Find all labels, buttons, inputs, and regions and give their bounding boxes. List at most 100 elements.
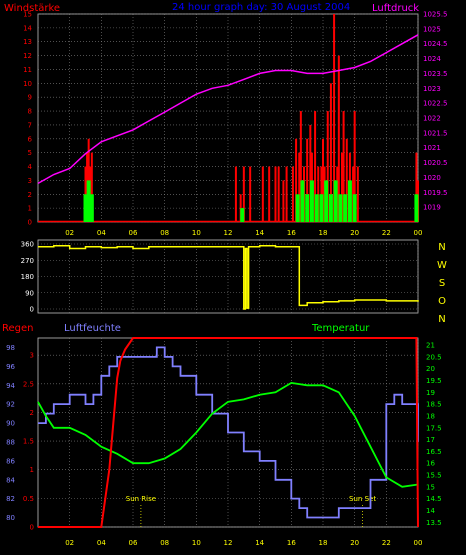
pressure-tick-label: 1019.5	[423, 189, 448, 197]
wind-bar	[329, 83, 332, 222]
compass-label: N	[438, 242, 445, 253]
gust-bar	[314, 194, 319, 222]
wind-bar	[234, 166, 237, 222]
temperature-tick-label: 20.5	[426, 353, 442, 361]
plot-frame	[37, 13, 419, 223]
temperature-axis-title: Temperatur	[311, 323, 370, 334]
humidity-tick-label: 94	[6, 382, 15, 390]
wind-bar	[341, 152, 343, 222]
x-tick-label: 10	[192, 539, 201, 547]
rain-humidity-temperature-plot: 0 0.5 1 1.5 2 2.5 3 80 82 84 86 88 90 92 94 96 98 13.5 14 1…	[6, 337, 442, 547]
temperature-tick-label: 17.5	[426, 424, 442, 432]
temperature-tick-label: 15	[426, 483, 435, 491]
wind-bar	[295, 138, 298, 222]
wind-tick-label: 14	[23, 24, 32, 32]
wind-bar	[277, 166, 280, 222]
temperature-tick-label: 13.5	[426, 519, 442, 527]
wind-bar	[342, 111, 345, 222]
gust-bar	[300, 180, 305, 222]
x-tick-label: 02	[65, 229, 74, 237]
humidity-axis-title: Luftfeuchte	[64, 323, 121, 334]
gust-bar	[89, 194, 94, 222]
pressure-tick-label: 1021	[423, 144, 441, 152]
x-tick-label: 00	[414, 539, 423, 547]
x-tick-label: 22	[382, 229, 391, 237]
wind-bar	[261, 166, 264, 222]
x-tick-label: 06	[129, 229, 138, 237]
wind-tick-label: 3	[28, 177, 32, 185]
wind-tick-label: 7	[28, 121, 32, 129]
x-tick-label: 14	[255, 539, 264, 547]
compass-label: W	[437, 260, 447, 271]
humidity-tick-label: 80	[6, 514, 15, 522]
wind-tick-label: 10	[23, 80, 32, 88]
chart-title: 24 hour graph day: 30 August 2004	[172, 2, 350, 13]
wind-bar	[306, 138, 309, 222]
pressure-tick-label: 1025	[423, 25, 441, 33]
humidity-tick-label: 90	[6, 420, 15, 428]
x-tick-label: 20	[350, 229, 359, 237]
wind-bar	[415, 152, 418, 222]
gust-bar	[295, 194, 300, 222]
wind-bar	[356, 166, 359, 222]
wind-tick-label: 15	[23, 11, 32, 19]
x-tick-label: 00	[414, 229, 423, 237]
wind-tick-label: 11	[23, 66, 32, 74]
rain-tick-label: 2	[30, 409, 34, 417]
gust-bar	[347, 180, 352, 222]
humidity-tick-label: 92	[6, 401, 15, 409]
pressure-tick-label: 1023	[423, 85, 441, 93]
rain-tick-label: 2.5	[23, 380, 34, 388]
wind-tick-label: 9	[28, 94, 32, 102]
x-tick-label: 02	[65, 539, 74, 547]
x-tick-label: 12	[224, 539, 233, 547]
gust-bar	[333, 180, 338, 222]
temperature-tick-label: 17	[426, 436, 435, 444]
x-tick-label: 16	[287, 229, 296, 237]
humidity-tick-label: 82	[6, 495, 15, 503]
wind-bar	[249, 166, 252, 222]
gust-bar	[338, 194, 343, 222]
compass-label: N	[438, 314, 445, 325]
temperature-tick-label: 14.5	[426, 495, 442, 503]
gust-bar	[343, 194, 348, 222]
direction-tick-label: 360	[21, 241, 34, 249]
direction-tick-label: 180	[21, 273, 34, 281]
wind-tick-label: 5	[28, 149, 32, 157]
pressure-tick-label: 1021.5	[423, 129, 448, 137]
gust-bar	[309, 180, 314, 222]
wind-bar	[268, 166, 271, 222]
wind-bar	[322, 138, 324, 222]
wind-bar	[337, 55, 340, 222]
pressure-tick-label: 1020.5	[423, 159, 448, 167]
temperature-tick-label: 21	[426, 342, 435, 350]
rain-tick-label: 1.5	[23, 438, 34, 446]
wind-bar	[285, 166, 288, 222]
direction-tick-label: 0	[30, 306, 34, 314]
direction-tick-label: 90	[25, 289, 34, 297]
gust-bar	[240, 208, 245, 222]
x-tick-label: 16	[287, 539, 296, 547]
x-tick-label: 10	[192, 229, 201, 237]
x-tick-label: 22	[382, 539, 391, 547]
compass-label: S	[439, 278, 445, 289]
x-tick-label: 06	[129, 539, 138, 547]
pressure-tick-label: 1019	[423, 204, 441, 212]
wind-bar	[298, 152, 301, 222]
wind-bar	[282, 180, 285, 222]
rain-line	[38, 337, 419, 528]
wind-bar	[345, 138, 348, 222]
gust-bar	[86, 180, 91, 222]
gust-bar	[83, 194, 88, 222]
pressure-tick-label: 1020	[423, 174, 441, 182]
temperature-tick-label: 15.5	[426, 472, 442, 480]
gust-bar	[305, 194, 310, 222]
wind-tick-label: 13	[23, 38, 32, 46]
x-tick-label: 04	[97, 229, 106, 237]
pressure-tick-label: 1024	[423, 55, 441, 63]
x-tick-label: 18	[319, 229, 328, 237]
pressure-tick-label: 1025.5	[423, 11, 448, 19]
wind-tick-label: 2	[28, 191, 32, 199]
rain-tick-label: 3	[30, 352, 34, 360]
